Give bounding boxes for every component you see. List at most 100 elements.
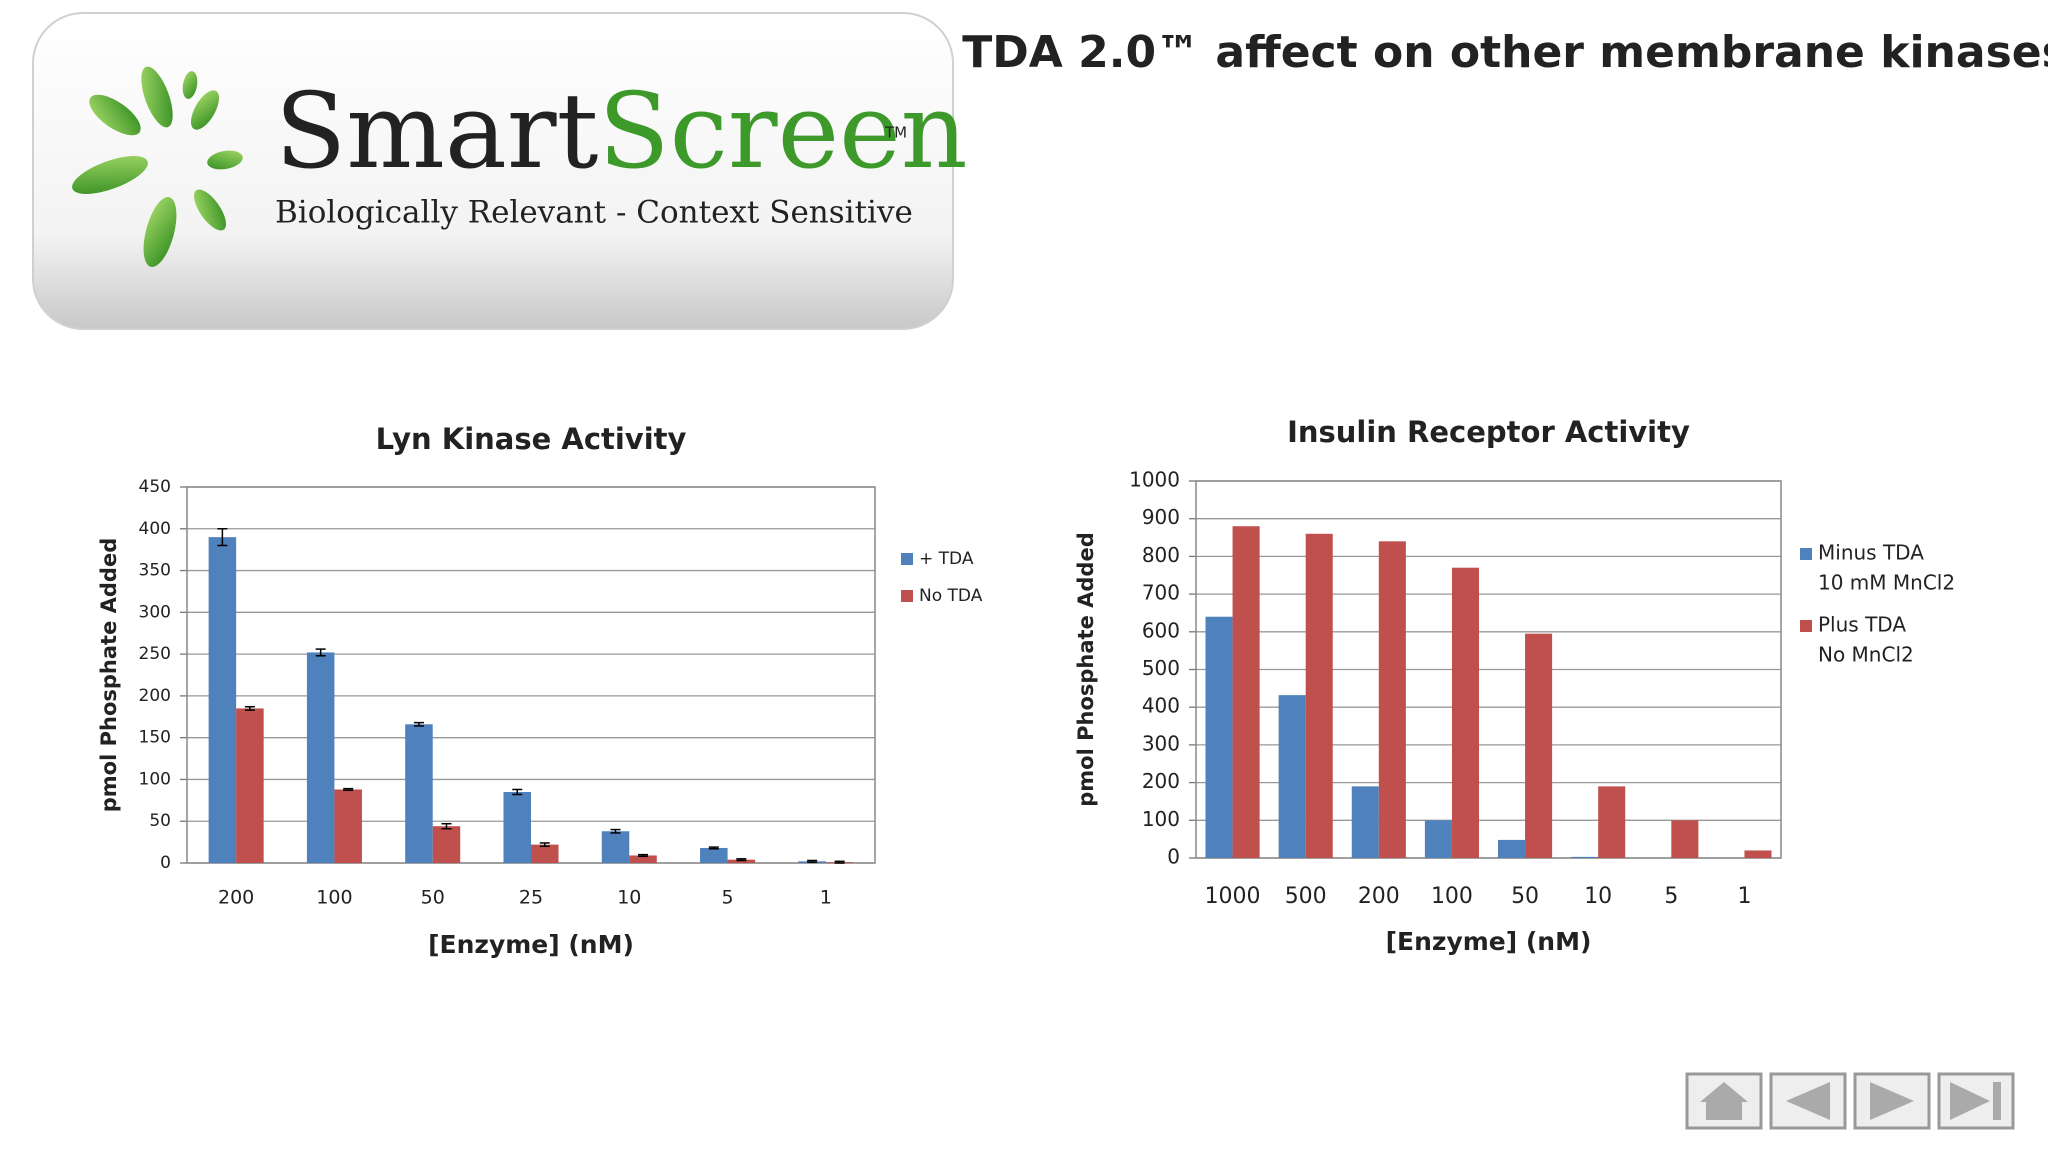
error-bar [539, 842, 550, 848]
error-bar [807, 859, 818, 863]
y-tick-label: 700 [1142, 581, 1180, 605]
y-tick-label: 200 [139, 686, 171, 706]
x-tick-label: 500 [1285, 884, 1327, 909]
bar [1498, 839, 1526, 858]
legend-label: + TDA [919, 549, 974, 569]
x-tick-label: 1 [820, 887, 832, 909]
next-button[interactable] [1853, 1072, 1931, 1130]
y-tick-label: 600 [1142, 618, 1180, 642]
y-tick-label: 400 [139, 519, 171, 539]
y-tick-label: 50 [149, 811, 171, 831]
last-button[interactable] [1937, 1072, 2015, 1130]
logo-tm: TM [884, 124, 907, 142]
chart-title: Insulin Receptor Activity [1287, 415, 1690, 449]
error-bar [244, 706, 255, 711]
plot-frame [1195, 480, 1782, 859]
bar [727, 859, 756, 863]
logo-brand: SmartScreen [275, 70, 968, 192]
bar [1278, 695, 1306, 858]
slide-title: TDA 2.0™ affect on other membrane kinase… [962, 27, 2048, 78]
error-bar [315, 648, 326, 657]
legend-note: No MnCl2 [1818, 643, 1914, 667]
error-bar [610, 828, 621, 834]
bar [1598, 786, 1626, 858]
y-axis-label: pmol Phosphate Added [97, 538, 121, 812]
legend-label: No TDA [919, 586, 983, 606]
y-tick-label: 100 [139, 769, 171, 789]
x-tick-label: 200 [1358, 884, 1400, 909]
bar [306, 652, 335, 863]
chart: Insulin Receptor Activity pmol Phosphate … [1074, 415, 1955, 956]
bar [1525, 633, 1553, 858]
x-tick-label: 10 [617, 887, 641, 909]
y-tick-label: 0 [160, 853, 171, 873]
error-bar [343, 787, 354, 792]
y-tick-label: 200 [1142, 769, 1180, 793]
logo-brand-b: Screen [598, 70, 967, 192]
x-tick-label: 50 [1511, 884, 1539, 909]
y-tick-label: 800 [1142, 543, 1180, 567]
x-tick-label: 1 [1737, 884, 1751, 909]
x-tick-label: 50 [421, 887, 445, 909]
chart: Lyn Kinase Activity pmol Phosphate Added [… [97, 422, 983, 959]
error-bar [834, 860, 845, 864]
error-bar [638, 853, 649, 858]
legend-swatch [901, 553, 913, 565]
y-tick-label: 900 [1142, 505, 1180, 529]
error-bar [217, 528, 228, 547]
bar [1232, 526, 1260, 858]
x-tick-label: 200 [218, 887, 254, 909]
legend-swatch [1800, 620, 1812, 632]
logo-brand-a: Smart [275, 70, 598, 192]
y-tick-label: 350 [139, 561, 171, 581]
y-tick-label: 300 [139, 602, 171, 622]
bar [1351, 786, 1379, 858]
bar [629, 855, 657, 863]
bar [601, 831, 630, 863]
y-tick-label: 250 [139, 644, 171, 664]
bar [1571, 856, 1599, 858]
y-tick-label: 400 [1142, 694, 1180, 718]
nav [1685, 1072, 2015, 1130]
legend-label: Plus TDA [1818, 613, 1906, 637]
bar [1671, 820, 1699, 858]
legend-label: Minus TDA [1818, 541, 1924, 565]
x-tick-label: 5 [722, 887, 734, 909]
logo-box [32, 12, 954, 330]
bar [208, 537, 237, 863]
x-tick-label: 100 [316, 887, 352, 909]
error-bar [708, 846, 719, 850]
bar [503, 791, 531, 863]
y-tick-label: 150 [139, 728, 171, 748]
chart-title: Lyn Kinase Activity [376, 422, 687, 456]
x-tick-label: 25 [519, 887, 543, 909]
bar [334, 789, 362, 863]
bar [1378, 541, 1406, 858]
x-axis-label: [Enzyme] (nM) [1386, 927, 1592, 956]
y-axis-label: pmol Phosphate Added [1074, 532, 1098, 806]
legend-swatch [901, 590, 913, 602]
error-bar [512, 788, 523, 796]
error-bar [736, 858, 747, 862]
bar [432, 826, 461, 863]
x-tick-label: 5 [1664, 884, 1678, 909]
y-tick-label: 500 [1142, 656, 1180, 680]
x-axis-label: [Enzyme] (nM) [428, 930, 634, 959]
home-button[interactable] [1685, 1072, 1763, 1130]
y-tick-label: 0 [1167, 845, 1180, 869]
error-bar [413, 721, 424, 727]
logo-icon [72, 66, 243, 267]
legend-swatch [1800, 548, 1812, 560]
y-tick-label: 1000 [1129, 468, 1180, 492]
bar [700, 847, 728, 863]
legend-note: 10 mM MnCl2 [1818, 571, 1955, 595]
bar [1424, 820, 1452, 858]
bar [236, 708, 264, 863]
bar [405, 724, 433, 863]
logo: SmartScreen TM Biologically Relevant - C… [32, 12, 968, 330]
prev-button[interactable] [1769, 1072, 1847, 1130]
logo-tagline: Biologically Relevant - Context Sensitiv… [275, 195, 913, 231]
y-tick-label: 300 [1142, 731, 1180, 755]
